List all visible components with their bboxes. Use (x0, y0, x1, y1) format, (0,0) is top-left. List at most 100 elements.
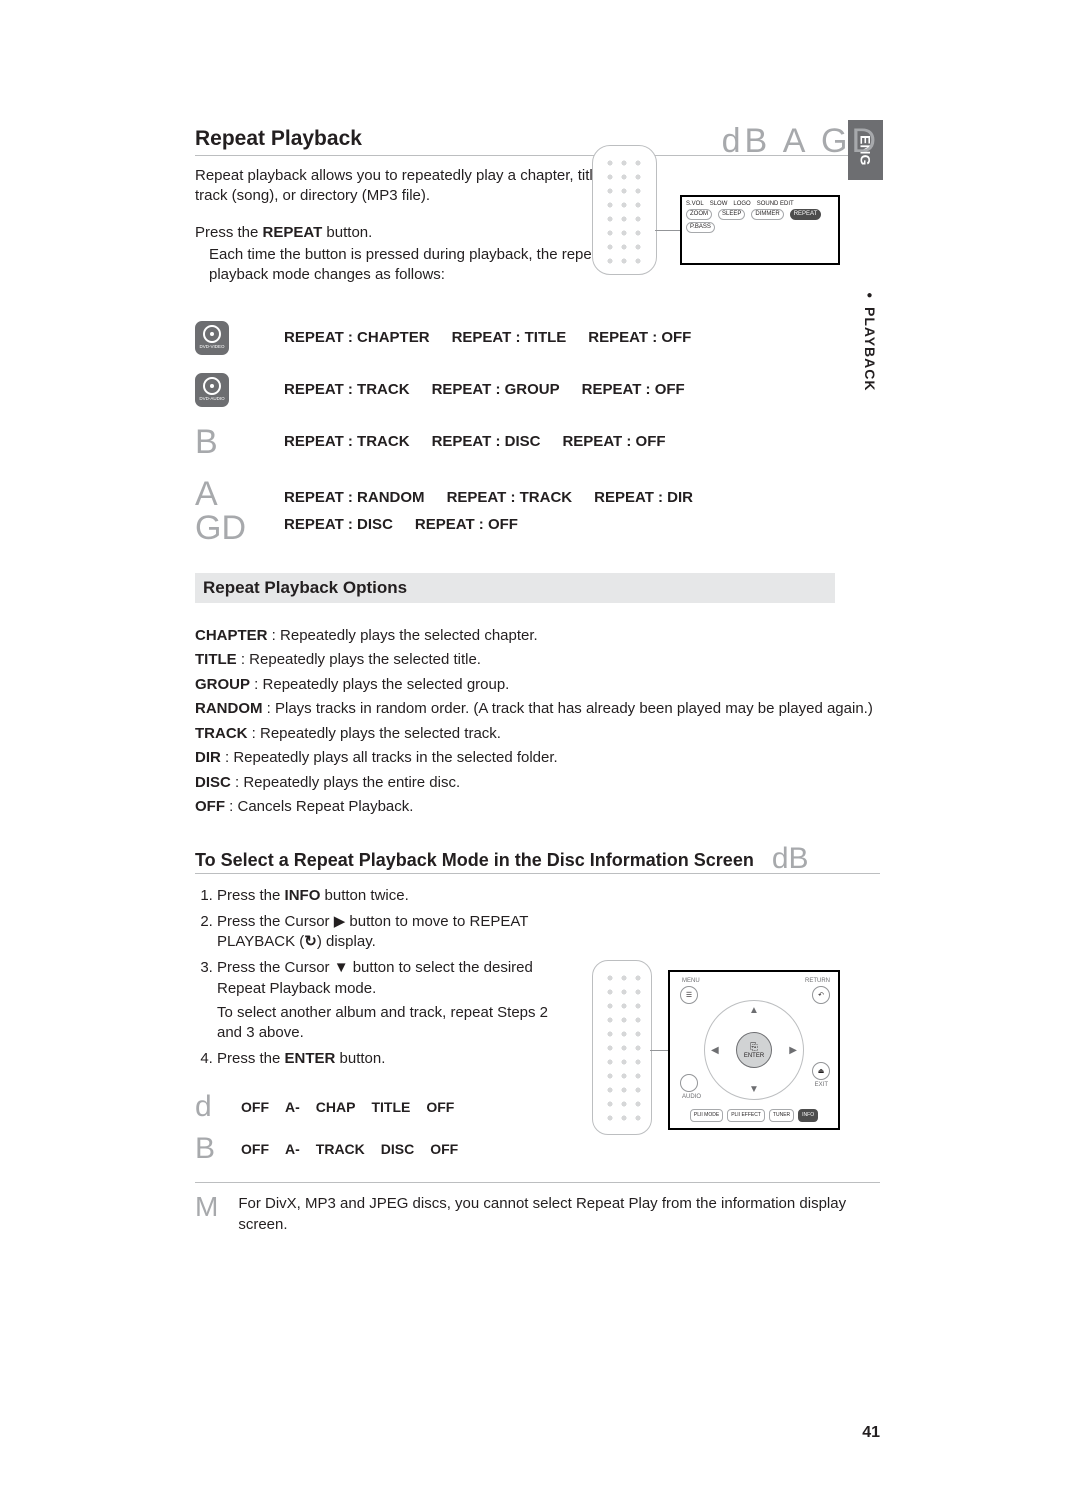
up-arrow-icon: ▲ (749, 1005, 759, 1016)
repeat-term: REPEAT : DISC (284, 516, 393, 533)
section-title: Repeat Playback (195, 127, 362, 151)
repeat-term: REPEAT : OFF (415, 516, 518, 533)
desc-item: CHAPTER : Repeatedly plays the selected … (195, 625, 880, 648)
panel-pill: SLEEP (718, 209, 745, 220)
repeat-row-dvd-audio: DVD-AUDIO REPEAT : TRACK REPEAT : GROUP … (195, 373, 880, 407)
desc-item: OFF : Cancels Repeat Playback. (195, 796, 880, 819)
step-4: Press the ENTER button. (217, 1049, 575, 1069)
dpad-panel-callout: MENU RETURN AUDIO EXIT ☰ ↶ ⏏ ▲ ▼ ◀ ▶ ⎘ E… (668, 970, 840, 1130)
desc-item: DIR : Repeatedly plays all tracks in the… (195, 747, 880, 770)
panel-pill: DIMMER (751, 209, 783, 220)
remote-outline-icon (592, 145, 657, 275)
desc-item: RANDOM : Plays tracks in random order. (… (195, 698, 880, 721)
cycle-term: OFF (426, 1099, 454, 1115)
repeat-term: REPEAT : DISC (432, 433, 541, 450)
panel-pill-info: INFO (798, 1109, 818, 1122)
cycle-row-cd: B OFF A- TRACK DISC OFF (195, 1134, 880, 1164)
press-suffix: button. (322, 224, 372, 241)
repeat-loop-icon: ↻ (304, 932, 317, 952)
left-arrow-icon: ◀ (711, 1045, 719, 1056)
cycle-term: OFF (241, 1099, 269, 1115)
repeat-row-cd: B REPEAT : TRACK REPEAT : DISC REPEAT : … (195, 425, 880, 459)
footnote-text: For DivX, MP3 and JPEG discs, you cannot… (238, 1193, 880, 1235)
cycle-term: OFF (241, 1141, 269, 1157)
exit-button-icon: ⏏ (812, 1062, 830, 1080)
press-prefix: Press the (195, 224, 263, 241)
panel-pill: PLII EFFECT (727, 1109, 765, 1122)
section-side-label: PLAYBACK (862, 290, 878, 392)
panel-pill: ZOOM (686, 209, 712, 220)
repeat-term: REPEAT : TRACK (284, 433, 410, 450)
cycle-term: CHAP (316, 1099, 356, 1115)
desc-item: DISC : Repeatedly plays the entire disc. (195, 772, 880, 795)
cycle-term: DISC (381, 1141, 414, 1157)
cycle-term: OFF (430, 1141, 458, 1157)
dvd-audio-icon: DVD-AUDIO (195, 373, 229, 407)
panel-label: LOGO (733, 201, 750, 207)
panel-label: SOUND EDIT (757, 201, 794, 207)
panel-pill-repeat: REPEAT (790, 209, 822, 220)
step-3: Press the Cursor ▼ button to select the … (217, 958, 575, 1043)
panel-pill: TUNER (769, 1109, 794, 1122)
cycle-term: A- (285, 1099, 300, 1115)
desc-item: GROUP : Repeatedly plays the selected gr… (195, 674, 880, 697)
dvd-video-icon: DVD-VIDEO (195, 321, 229, 355)
steps-list: Press the INFO button twice. Press the C… (195, 886, 575, 1070)
repeat-term: REPEAT : OFF (582, 381, 685, 398)
enter-button-icon: ⎘ ENTER (736, 1032, 772, 1068)
right-arrow-icon: ▶ (789, 1045, 797, 1056)
menu-label: MENU (682, 978, 700, 984)
panel-label: S.VOL (686, 201, 704, 207)
press-subtext: Each time the button is pressed during p… (209, 245, 609, 286)
return-button-icon: ↶ (812, 986, 830, 1004)
repeat-modes-block: DVD-VIDEO REPEAT : CHAPTER REPEAT : TITL… (195, 321, 880, 545)
desc-item: TITLE : Repeatedly plays the selected ti… (195, 649, 880, 672)
repeat-term: REPEAT : GROUP (432, 381, 560, 398)
down-arrow-icon: ▼ (749, 1084, 759, 1095)
remote-panel-callout: S.VOL SLOW LOGO SOUND EDIT ZOOM SLEEP DI… (680, 195, 840, 265)
section2-header: To Select a Repeat Playback Mode in the … (195, 837, 880, 874)
repeat-term: REPEAT : TRACK (284, 381, 410, 398)
repeat-term: REPEAT : RANDOM (284, 489, 425, 506)
audio-button-icon (680, 1074, 698, 1092)
step-2: Press the Cursor ▶ button to move to REP… (217, 912, 575, 953)
repeat-row-mp3: A GD REPEAT : RANDOM REPEAT : TRACK REPE… (195, 477, 880, 545)
return-label: RETURN (805, 978, 830, 984)
section2-title: To Select a Repeat Playback Mode in the … (195, 850, 754, 871)
remote-illustration-top: S.VOL SLOW LOGO SOUND EDIT ZOOM SLEEP DI… (592, 145, 840, 275)
cd-cycle-glyph-icon: B (195, 1134, 225, 1164)
repeat-term: REPEAT : CHAPTER (284, 329, 430, 346)
repeat-row-dvd-video: DVD-VIDEO REPEAT : CHAPTER REPEAT : TITL… (195, 321, 880, 355)
mp3-glyph-icon: A GD (195, 477, 270, 545)
panel-pill: PLII MODE (690, 1109, 723, 1122)
panel-label: SLOW (710, 201, 728, 207)
desc-item: TRACK : Repeatedly plays the selected tr… (195, 723, 880, 746)
bottom-pill-row: PLII MODE PLII EFFECT TUNER INFO (678, 1109, 830, 1122)
repeat-term: REPEAT : DIR (594, 489, 693, 506)
cycle-term: TRACK (316, 1141, 365, 1157)
footnote: M For DivX, MP3 and JPEG discs, you cann… (195, 1182, 880, 1235)
remote-outline-icon (592, 960, 652, 1135)
leader-line-icon (650, 1050, 668, 1051)
repeat-button-name: REPEAT (263, 224, 323, 241)
page-number: 41 (862, 1424, 880, 1442)
panel-pill: P.BASS (686, 222, 715, 233)
subheading-options: Repeat Playback Options (195, 573, 835, 603)
dvd-cycle-glyph-icon: d (195, 1092, 225, 1122)
section2-glyph: dB (772, 842, 809, 876)
step-3-sub: To select another album and track, repea… (217, 1003, 575, 1044)
manual-page: ENG PLAYBACK Repeat Playback dB A GD Rep… (0, 0, 1080, 1492)
step-1: Press the INFO button twice. (217, 886, 575, 906)
dpad-icon: ▲ ▼ ◀ ▶ ⎘ ENTER (704, 1000, 804, 1100)
repeat-term: REPEAT : TRACK (447, 489, 573, 506)
audio-label: AUDIO (682, 1094, 701, 1100)
options-description-list: CHAPTER : Repeatedly plays the selected … (195, 625, 880, 819)
cycle-term: TITLE (371, 1099, 410, 1115)
cd-glyph-icon: B (195, 425, 218, 459)
intro-paragraph: Repeat playback allows you to repeatedly… (195, 166, 635, 207)
repeat-term: REPEAT : OFF (562, 433, 665, 450)
exit-label: EXIT (815, 1082, 828, 1088)
cycle-term: A- (285, 1141, 300, 1157)
remote-illustration-dpad: MENU RETURN AUDIO EXIT ☰ ↶ ⏏ ▲ ▼ ◀ ▶ ⎘ E… (592, 960, 840, 1135)
repeat-term: REPEAT : OFF (588, 329, 691, 346)
